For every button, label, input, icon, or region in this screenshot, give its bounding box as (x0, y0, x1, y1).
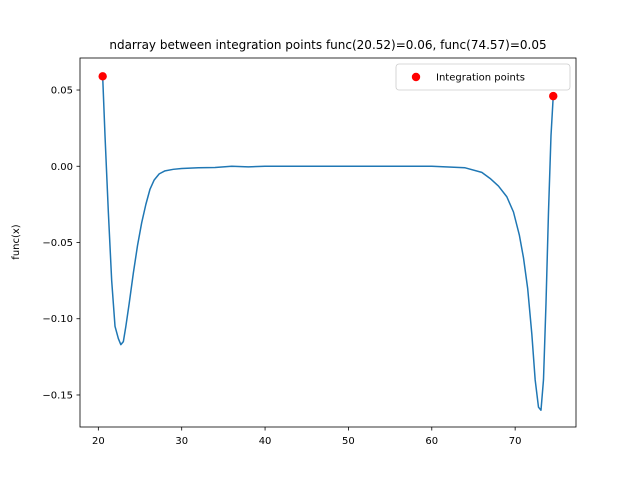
legend-marker (411, 72, 421, 82)
y-tick-label-1: −0.10 (42, 314, 73, 325)
scatter-point-1 (549, 91, 558, 101)
y-tick-label-4: 0.05 (51, 86, 73, 97)
y-tick-label-3: 0.00 (51, 162, 73, 173)
legend-box (395, 63, 571, 91)
plot-area: 20 30 40 50 60 70 −0.15 −0.10 −0.05 0.00 0.05 Integ… (42, 57, 577, 447)
x-tick-label-0: 20 (92, 436, 105, 447)
legend-label: Integration points (436, 73, 525, 84)
axes-frame (79, 57, 577, 428)
x-tick-label-2: 40 (259, 436, 272, 447)
series-line-0 (101, 76, 554, 411)
y-tick-label-2: −0.05 (42, 238, 73, 249)
x-tick-label-3: 50 (342, 436, 355, 447)
x-tick-label-1: 30 (175, 436, 188, 447)
x-tick-label-4: 60 (425, 436, 438, 447)
scatter-point-0 (98, 72, 107, 81)
y-tick-label-0: −0.15 (42, 390, 73, 401)
x-tick-label-5: 70 (509, 436, 522, 447)
chart-title: ndarray between integration points func(… (109, 38, 546, 52)
y-axis-label: func(x) (11, 224, 22, 260)
